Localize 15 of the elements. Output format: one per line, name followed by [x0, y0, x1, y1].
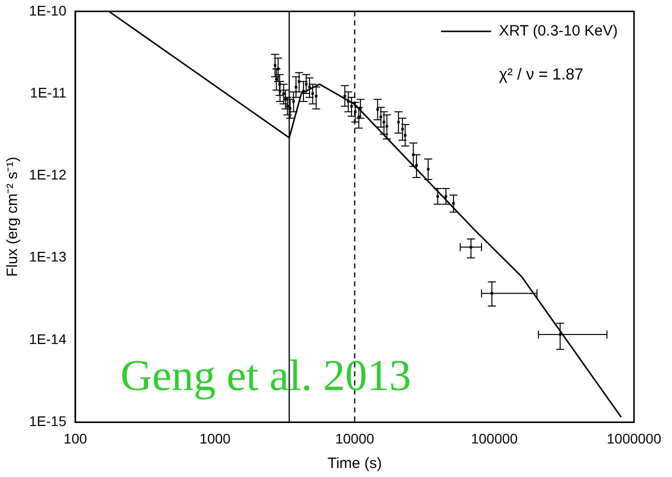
- x-tick-label: 100: [64, 430, 88, 446]
- y-tick-label: 1E-14: [29, 330, 67, 347]
- x-tick-label: 10000: [335, 430, 374, 446]
- x-tick-label: 1000000: [606, 430, 662, 446]
- y-tick-label: 1E-12: [29, 166, 67, 183]
- y-tick-label: 1E-13: [29, 248, 67, 265]
- annotation: χ² / ν = 1.87: [499, 66, 584, 84]
- x-axis-title: Time (s): [327, 455, 382, 472]
- x-tick-label: 100000: [470, 430, 518, 446]
- y-tick-label: 1E-11: [30, 84, 67, 100]
- legend-label: XRT (0.3-10 KeV): [499, 22, 618, 40]
- y-tick-label: 1E-15: [29, 413, 67, 430]
- y-tick-label: 1E-10: [29, 2, 67, 18]
- y-axis-title: Flux (erg cm⁻² s⁻¹): [4, 156, 22, 277]
- x-tick-label: 1000: [199, 430, 231, 446]
